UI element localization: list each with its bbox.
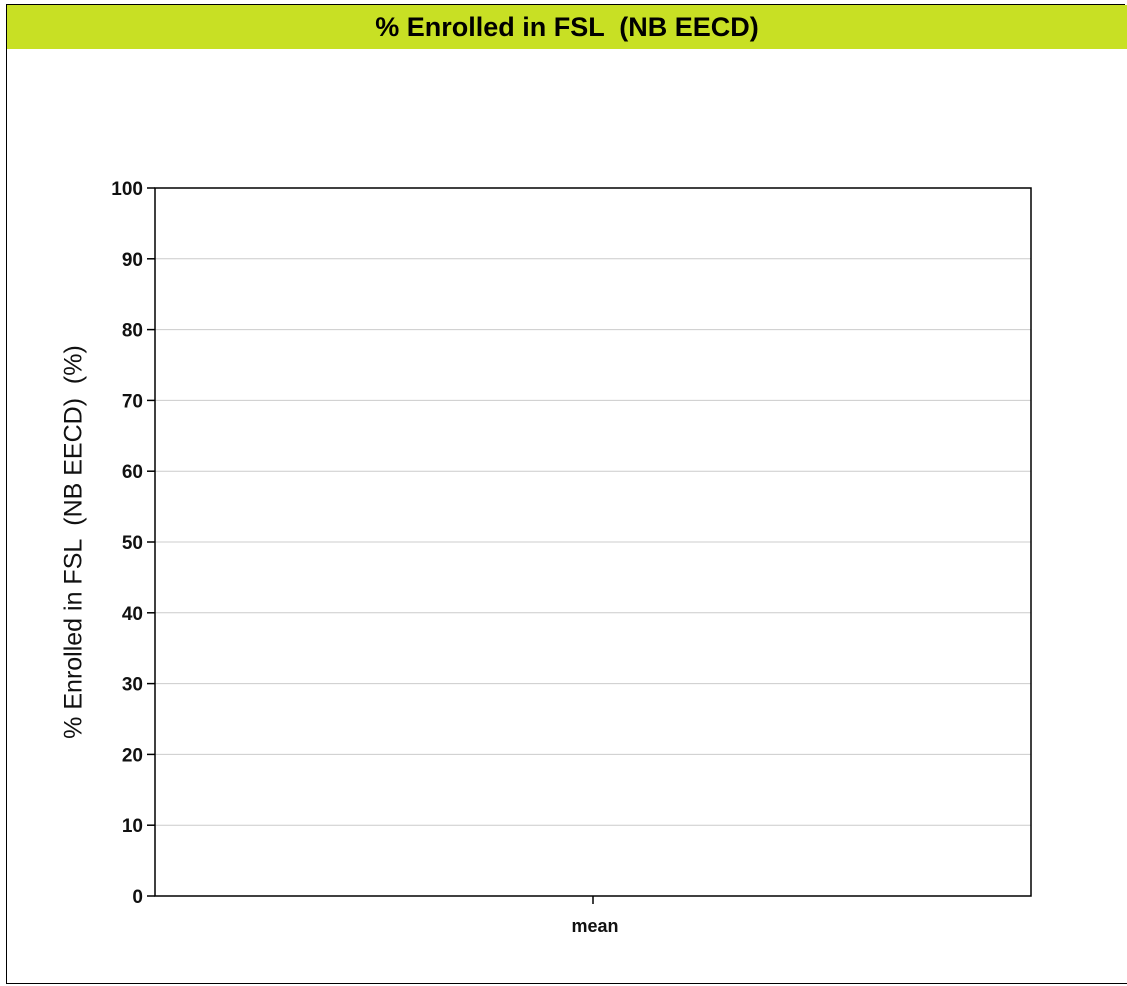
y-tick-label: 20 [122, 745, 143, 766]
y-tick-label: 90 [122, 250, 143, 271]
y-tick-label: 60 [122, 462, 143, 483]
y-tick-label: 70 [122, 391, 143, 412]
x-axis: mean [571, 896, 619, 936]
x-tick-label: mean [571, 916, 618, 936]
chart-title: % Enrolled in FSL (NB EECD) [375, 11, 759, 42]
y-tick-label: 100 [111, 179, 143, 200]
y-tick-label: 80 [122, 321, 143, 342]
frame-bottom-border [6, 983, 1127, 984]
chart-title-bar: % Enrolled in FSL (NB EECD) [7, 5, 1127, 49]
y-tick-label: 50 [122, 533, 143, 554]
y-tick-label: 30 [122, 675, 143, 696]
y-axis: 0 10 20 30 40 50 60 70 80 90 100 [111, 179, 155, 908]
y-axis-title: % Enrolled in FSL (NB EECD) (%) [60, 345, 88, 739]
y-tick-label: 10 [122, 816, 143, 837]
gridlines [155, 258, 1031, 826]
chart-frame [6, 4, 1125, 984]
y-tick-label: 40 [122, 604, 143, 625]
y-tick-label: 0 [132, 887, 143, 908]
